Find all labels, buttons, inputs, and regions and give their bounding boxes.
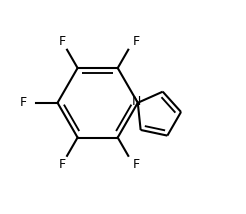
Text: F: F	[133, 158, 140, 171]
Text: N: N	[131, 95, 141, 108]
Text: F: F	[20, 96, 27, 109]
Text: F: F	[133, 35, 140, 48]
Text: F: F	[59, 35, 66, 48]
Text: F: F	[59, 158, 66, 171]
